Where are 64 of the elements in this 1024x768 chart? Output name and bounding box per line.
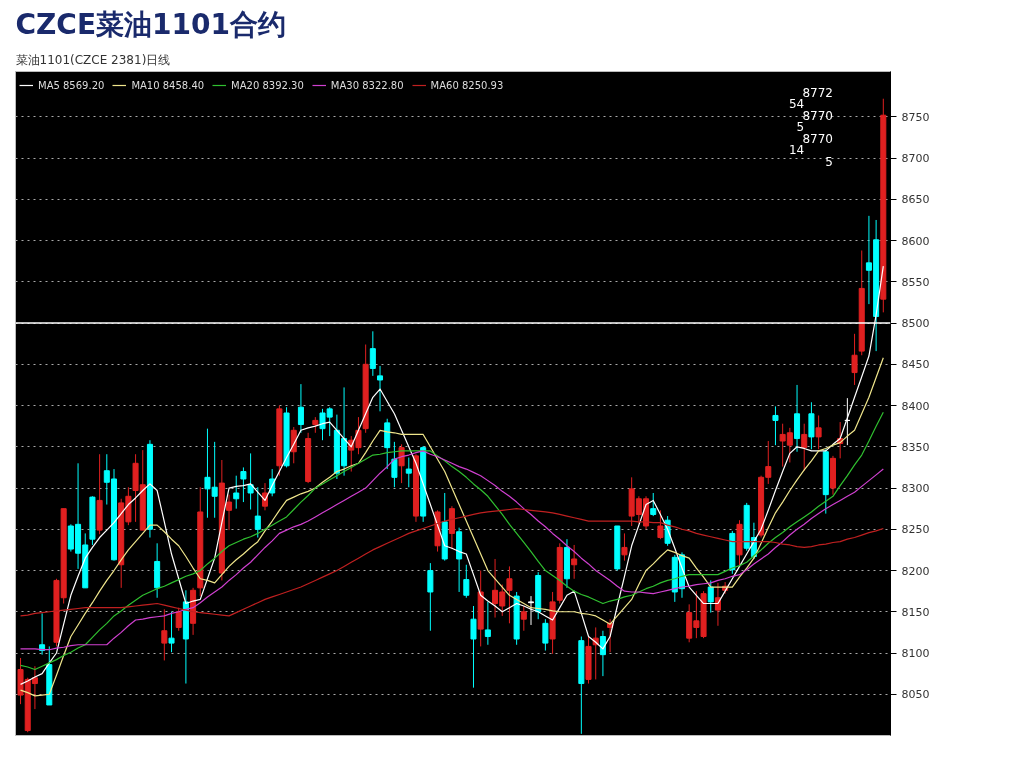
candlestick (405, 457, 412, 488)
candlestick (39, 612, 46, 656)
y-tick-label: 8450 (901, 358, 930, 372)
y-tick-label: 8600 (901, 234, 930, 248)
annotation: 8772 (802, 85, 833, 100)
candlestick (470, 605, 477, 689)
candlestick (377, 365, 384, 412)
candlestick (369, 330, 376, 377)
candlestick (542, 618, 549, 652)
candlestick (168, 611, 175, 653)
candlestick (463, 564, 470, 599)
y-tick-label: 8750 (901, 110, 930, 124)
candlestick (714, 582, 721, 627)
candlestick (599, 630, 606, 677)
y-tick-label: 8700 (901, 152, 930, 166)
candlestick (484, 601, 491, 646)
y-tick-label: 8250 (901, 523, 930, 537)
annotation: 5 (825, 154, 833, 169)
candlestick (297, 383, 304, 434)
y-tick-label: 8200 (901, 564, 930, 578)
y-tick-label: 8650 (901, 193, 930, 207)
chart-subtitle: 菜油1101(CZCE 2381)日线 (15, 52, 171, 67)
line-series (19, 357, 884, 697)
y-tick-label: 8150 (901, 605, 930, 619)
candlestick (650, 492, 657, 517)
legend-label: MA60 8250.93 (430, 79, 504, 91)
annotation: 14 (788, 143, 805, 158)
legend-label: MA20 8392.30 (231, 79, 304, 91)
legend-label: MA30 8322.80 (330, 79, 404, 91)
candlestick (851, 333, 858, 386)
y-tick-label: 8400 (901, 399, 930, 413)
annotation: 8770 (802, 108, 833, 123)
candlestick (254, 486, 261, 539)
annotation: 54 (788, 97, 805, 112)
line-series (19, 411, 884, 671)
y-tick-label: 8300 (901, 482, 930, 496)
y-tick-label: 8050 (901, 688, 930, 702)
candlestick (520, 605, 527, 632)
y-tick-label: 8100 (901, 647, 930, 661)
annotation: 5 (796, 120, 805, 135)
line-series (19, 508, 884, 617)
candlestick (240, 466, 247, 503)
legend-label: MA5 8569.20 (38, 79, 105, 91)
candlestick (621, 532, 628, 562)
candlestick (707, 579, 714, 614)
candlestick (657, 509, 664, 540)
chart-title: CZCE菜油1101合约 (15, 7, 286, 41)
legend-label: MA10 8458.40 (131, 79, 205, 91)
candlestick (772, 405, 779, 446)
candlestick (161, 608, 168, 661)
candlestick (571, 544, 578, 580)
candlestick (247, 452, 254, 510)
candlestick (233, 475, 240, 510)
candlestick (808, 401, 815, 450)
y-tick-label: 8550 (901, 275, 930, 289)
candlestick (527, 595, 535, 626)
annotation: 8770 (802, 131, 833, 146)
y-tick-label: 8350 (901, 440, 930, 454)
candlestick (815, 414, 822, 450)
candlestick (427, 562, 434, 632)
candlestick (391, 441, 398, 488)
y-tick-label: 8500 (901, 317, 930, 331)
candlestick (506, 565, 513, 624)
candlestick (175, 607, 182, 632)
